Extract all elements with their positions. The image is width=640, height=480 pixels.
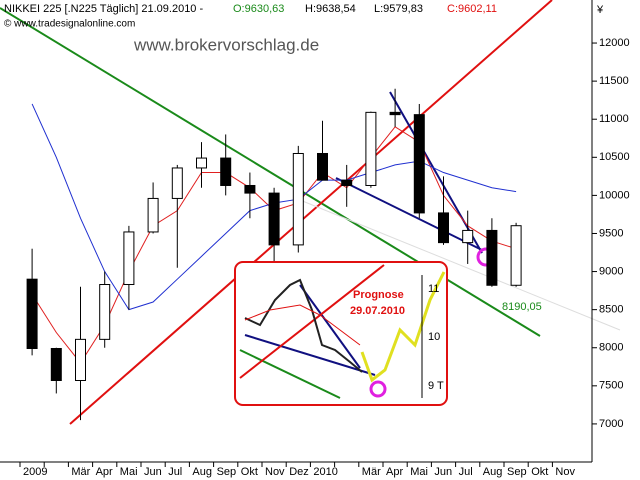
copyright: © www.tradesignalonline.com <box>4 19 135 30</box>
candle-body <box>486 229 498 286</box>
x-tick-label: Dez <box>289 466 309 478</box>
ohlc-high: H:9638,54 <box>305 3 356 15</box>
candle-body <box>341 179 353 186</box>
plot-area <box>0 0 621 425</box>
y-tick-label: 11000 <box>599 113 629 125</box>
y-tick-label: 9000 <box>599 265 623 277</box>
watermark: www.brokervorschlag.de <box>133 35 319 54</box>
y-tick-label: 10000 <box>599 189 630 201</box>
inset-line <box>244 334 376 376</box>
candle-body <box>413 114 425 214</box>
inset-label: Prognose <box>353 289 404 301</box>
y-tick-label: 11500 <box>599 75 629 87</box>
candle-body <box>147 197 159 233</box>
candle-body <box>171 167 183 199</box>
x-tick-label: Mai <box>410 466 428 478</box>
inset-forecast <box>360 271 446 383</box>
currency: ¥ <box>596 4 604 16</box>
ohlc-low: L:9579,83 <box>374 3 423 15</box>
x-tick-label: 2010 <box>313 466 337 478</box>
trend-line <box>69 0 553 425</box>
inset: Prognose 29.07.2010 11 10 9 T <box>234 261 448 406</box>
y-tick-label: 8000 <box>599 342 623 354</box>
y-tick-label: 7500 <box>599 380 623 392</box>
candle-body <box>510 225 522 286</box>
candle-body <box>438 212 449 244</box>
trend-line <box>299 199 621 331</box>
inset-tick: 9 T <box>428 380 444 392</box>
candle-body <box>268 192 280 246</box>
highlight-circle <box>369 380 387 398</box>
ohlc-close: C:9602,11 <box>447 3 497 15</box>
candle-body <box>26 278 38 349</box>
x-tick-label: Sep <box>507 466 527 478</box>
y-tick-label: 7000 <box>599 418 623 430</box>
chart-title: NIKKEI 225 [.N225 Täglich] 21.09.2010 - <box>4 3 203 15</box>
candle-body <box>123 231 135 286</box>
trend-line <box>335 177 483 251</box>
x-tick-label: Apr <box>96 466 113 478</box>
x-tick-label: Okt <box>241 466 258 478</box>
x-tick-label: Mär <box>71 466 90 478</box>
y-tick-label: 10500 <box>599 151 630 163</box>
y-tick-label: 8500 <box>599 304 623 316</box>
x-tick-label: Aug <box>192 466 212 478</box>
candle-body <box>220 157 232 186</box>
candle-body <box>462 229 474 244</box>
x-tick-label: Jul <box>459 466 473 478</box>
inset-frame <box>234 261 448 406</box>
trend-line <box>0 7 541 337</box>
inset-line <box>239 264 385 379</box>
candle-body <box>196 157 207 169</box>
inset-line <box>299 284 361 369</box>
y-tick-label: 9500 <box>599 227 623 239</box>
inset-tick: 11 <box>428 283 439 295</box>
x-tick-label: Nov <box>265 466 285 478</box>
trend-line <box>389 91 483 254</box>
x-tick-label: Okt <box>531 466 548 478</box>
inset-price <box>244 278 363 373</box>
x-tick-label: Apr <box>386 466 403 478</box>
x-tick-label: Jul <box>168 466 182 478</box>
annotation-label: 8190,05 <box>502 301 542 313</box>
x-tick-label: Jun <box>434 466 452 478</box>
candle-body <box>244 184 256 194</box>
candle-body <box>317 152 328 181</box>
candle-body <box>75 338 86 381</box>
inset-ma <box>244 304 361 346</box>
inset-tick: 10 <box>428 331 440 343</box>
x-tick-label: Nov <box>555 466 575 478</box>
inset-line <box>239 349 341 399</box>
candle-body <box>365 111 377 186</box>
x-tick-label: Mär <box>362 466 381 478</box>
y-tick-label: 12000 <box>599 37 630 49</box>
ohlc-open: O:9630,63 <box>233 3 284 15</box>
x-tick-label: Sep <box>217 466 237 478</box>
candle-body <box>389 111 401 116</box>
x-tick-label: Jun <box>144 466 162 478</box>
candle-body <box>99 284 111 340</box>
x-tick-label: Aug <box>483 466 503 478</box>
candle-body <box>292 152 304 246</box>
x-tick-label: Mai <box>120 466 138 478</box>
candle-body <box>50 347 62 381</box>
inset-label: 29.07.2010 <box>350 305 405 317</box>
x-tick-label: 2009 <box>23 466 47 478</box>
